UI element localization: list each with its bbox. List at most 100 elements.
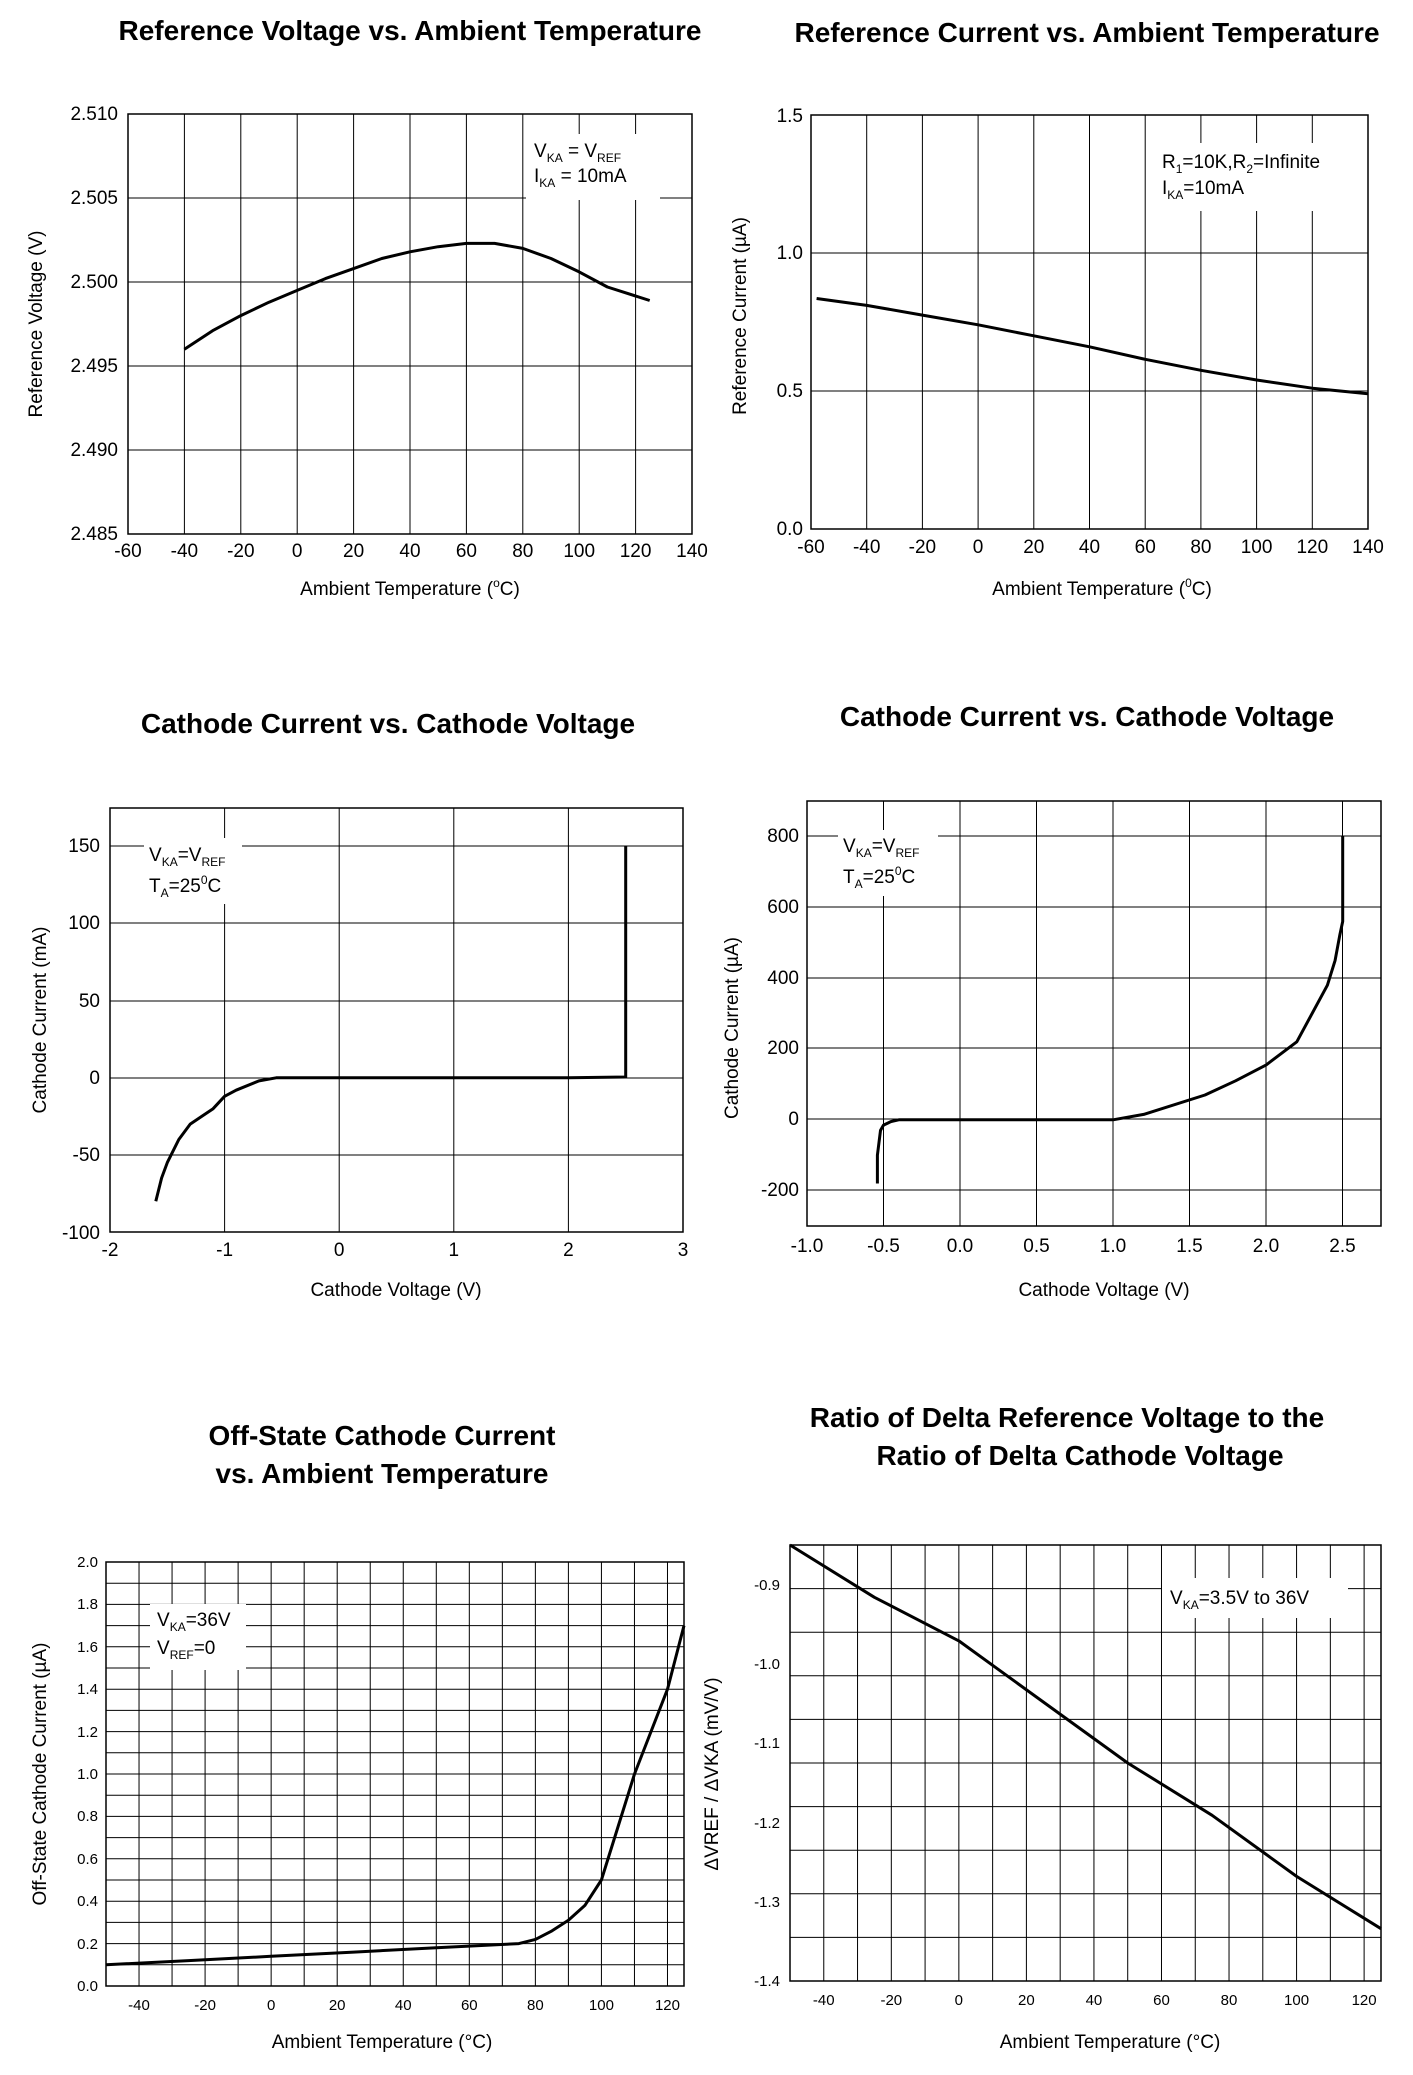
- chart6-xtick-label: -20: [880, 1992, 902, 2009]
- chart4-ytick-label: 800: [767, 826, 799, 847]
- chart3-xtick-label: 0: [334, 1240, 345, 1261]
- chart5-xtick-label: 60: [461, 1997, 478, 2014]
- chart-reference-voltage: Reference Voltage vs. Ambient Temperatur…: [26, 15, 708, 600]
- chart1-title: Reference Voltage vs. Ambient Temperatur…: [119, 15, 702, 46]
- chart5-ytick-label: 1.4: [77, 1681, 98, 1698]
- chart3-ytick-label: 50: [79, 991, 100, 1012]
- chart5-xtick-label: -40: [128, 1997, 150, 2014]
- chart3-ytick-label: 0: [89, 1068, 100, 1089]
- chart3-ytick-label: 150: [68, 836, 100, 857]
- chart6-ytick-label: -1.2: [754, 1815, 780, 1832]
- chart2-xtick-label: 20: [1023, 537, 1044, 558]
- chart3-xtick-label: -1: [216, 1240, 233, 1261]
- chart1-ytick-label: 2.490: [70, 440, 118, 461]
- chart1-x-ticks: -60 -40 -20 0 20 40 60 80 100 120 140: [114, 541, 708, 562]
- chart2-ytick-label: 0.0: [777, 519, 803, 540]
- chart3-series-line: [154, 846, 628, 1202]
- chart3-xtick-label: -2: [102, 1240, 119, 1261]
- chart6-xtick-label: 0: [955, 1992, 963, 2009]
- chart5-series-line: [105, 1625, 686, 1967]
- chart5-xtick-label: 0: [267, 1997, 275, 2014]
- chart2-ytick-label: 1.5: [777, 106, 803, 127]
- chart2-xtick-label: -40: [853, 537, 880, 558]
- chart5-ytick-label: 0.4: [77, 1893, 98, 1910]
- chart4-y-ticks: -200 0 200 400 600 800: [761, 826, 799, 1201]
- chart5-xtick-label: 40: [395, 1997, 412, 2014]
- chart5-xtick-label: 100: [589, 1997, 614, 2014]
- chart1-xtick-label: 40: [399, 541, 420, 562]
- chart6-xtick-label: 40: [1086, 1992, 1103, 2009]
- chart4-xtick-label: 2.5: [1329, 1236, 1355, 1257]
- chart6-x-axis-label: Ambient Temperature (°C): [1000, 2032, 1221, 2053]
- chart3-x-axis-label: Cathode Voltage (V): [310, 1280, 481, 1301]
- chart4-xtick-label: 0.5: [1023, 1236, 1049, 1257]
- chart2-y-ticks: 0.0 0.5 1.0 1.5: [777, 106, 803, 540]
- chart3-y-axis-label: Cathode Current (mA): [30, 927, 51, 1114]
- chart5-ytick-label: 0.0: [77, 1978, 98, 1995]
- chart6-annotation-box: [1162, 1578, 1348, 1618]
- chart6-ytick-label: -1.3: [754, 1894, 780, 1911]
- chart1-x-axis-label: Ambient Temperature (oC): [300, 576, 520, 600]
- chart6-x-ticks: -40 -20 0 20 40 60 80 100 120: [813, 1992, 1377, 2009]
- chart4-ytick-label: -200: [761, 1180, 799, 1201]
- chart3-plot-frame: [109, 807, 684, 1233]
- chart5-x-ticks: -40 -20 0 20 40 60 80 100 120: [128, 1997, 680, 2014]
- chart-reference-current: Reference Current vs. Ambient Temperatur…: [730, 17, 1384, 600]
- chart5-xtick-label: -20: [194, 1997, 216, 2014]
- chart1-xtick-label: -40: [171, 541, 198, 562]
- chart3-annotation-vka: VKA=VREF: [149, 845, 225, 869]
- chart3-y-ticks: -100 -50 0 50 100 150: [62, 836, 100, 1244]
- chart4-ytick-label: 0: [788, 1109, 799, 1130]
- chart2-xtick-label: 100: [1241, 537, 1273, 558]
- chart2-annotation-r: R1=10K,R2=Infinite: [1162, 152, 1320, 176]
- chart6-ytick-label: -1.1: [754, 1735, 780, 1752]
- chart1-ytick-label: 2.495: [70, 356, 118, 377]
- chart4-xtick-label: 1.5: [1176, 1236, 1202, 1257]
- chart2-xtick-label: -20: [909, 537, 936, 558]
- chart5-y-axis-label: Off-State Cathode Current (µA): [30, 1643, 51, 1906]
- chart4-xtick-label: -0.5: [867, 1236, 900, 1257]
- chart2-annotation-ika: IKA=10mA: [1162, 178, 1244, 202]
- chart3-xtick-label: 3: [678, 1240, 689, 1261]
- chart5-ytick-label: 1.8: [77, 1596, 98, 1613]
- chart1-ytick-label: 2.485: [70, 524, 118, 545]
- chart1-ytick-label: 2.500: [70, 272, 118, 293]
- chart2-xtick-label: 140: [1352, 537, 1384, 558]
- chart2-xtick-label: 120: [1296, 537, 1328, 558]
- chart6-ytick-label: -0.9: [754, 1577, 780, 1594]
- chart2-annotation: R1=10K,R2=Infinite IKA=10mA: [1162, 152, 1320, 202]
- chart2-y-axis-label: Reference Current (µA): [730, 217, 751, 415]
- chart6-xtick-label: 20: [1018, 1992, 1035, 2009]
- chart3-ytick-label: 100: [68, 913, 100, 934]
- chart4-y-axis-label: Cathode Current (µA): [722, 937, 743, 1119]
- chart2-xtick-label: 0: [973, 537, 984, 558]
- chart5-ytick-label: 0.8: [77, 1808, 98, 1825]
- chart5-ytick-label: 0.2: [77, 1936, 98, 1953]
- chart1-xtick-label: -20: [227, 541, 254, 562]
- chart4-title: Cathode Current vs. Cathode Voltage: [840, 701, 1334, 732]
- chart1-ytick-label: 2.505: [70, 188, 118, 209]
- chart1-xtick-label: -60: [114, 541, 141, 562]
- chart6-xtick-label: 120: [1352, 1992, 1377, 2009]
- chart3-x-ticks: -2 -1 0 1 2 3: [102, 1240, 689, 1261]
- chart-cathode-current-ua: Cathode Current vs. Cathode Voltage VKA=…: [722, 701, 1382, 1301]
- chart3-title: Cathode Current vs. Cathode Voltage: [141, 708, 635, 739]
- chart1-series-line: [183, 241, 651, 351]
- chart6-title-line1: Ratio of Delta Reference Voltage to the: [810, 1402, 1324, 1433]
- chart2-xtick-label: 80: [1190, 537, 1211, 558]
- chart5-plot-frame: [105, 1561, 685, 1987]
- chart4-series-line: [875, 836, 1345, 1184]
- chart2-xtick-label: -60: [797, 537, 824, 558]
- chart6-xtick-label: 60: [1153, 1992, 1170, 2009]
- chart4-xtick-label: 2.0: [1253, 1236, 1279, 1257]
- chart2-ytick-label: 1.0: [777, 243, 803, 264]
- chart5-y-ticks: 0.0 0.2 0.4 0.6 0.8 1.0 1.2 1.4 1.6 1.8 …: [77, 1554, 98, 1995]
- chart-cathode-current-ma: Cathode Current vs. Cathode Voltage VKA=…: [30, 708, 688, 1301]
- chart5-title-line2: vs. Ambient Temperature: [216, 1458, 549, 1489]
- chart6-title-line2: Ratio of Delta Cathode Voltage: [876, 1440, 1283, 1471]
- chart6-plot-frame: [789, 1544, 1382, 1982]
- chart4-ytick-label: 200: [767, 1038, 799, 1059]
- chart1-y-ticks: 2.485 2.490 2.495 2.500 2.505 2.510: [70, 104, 118, 545]
- chart6-xtick-label: 80: [1221, 1992, 1238, 2009]
